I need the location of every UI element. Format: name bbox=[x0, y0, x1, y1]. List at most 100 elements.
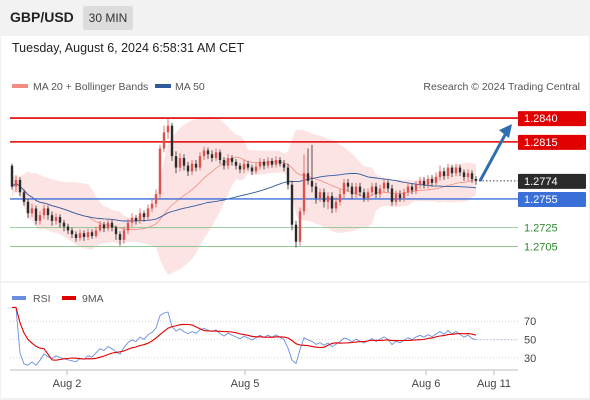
rsi-legend-swatch bbox=[12, 296, 26, 300]
ma20-line bbox=[11, 156, 477, 230]
candle-body bbox=[102, 224, 106, 229]
candle-body bbox=[78, 233, 82, 238]
candle-body bbox=[158, 148, 162, 195]
current-price-label: 1.2774 bbox=[524, 176, 558, 188]
candle-body bbox=[226, 158, 230, 166]
candle-body bbox=[26, 201, 30, 214]
candle-body bbox=[274, 159, 278, 165]
resistance-label: 1.2815 bbox=[524, 137, 558, 149]
candle-body bbox=[94, 230, 98, 237]
candle-body bbox=[86, 232, 90, 238]
candle-body bbox=[202, 150, 206, 157]
candle-body bbox=[166, 125, 170, 133]
rsi-tick-label: 70 bbox=[524, 316, 536, 328]
candle-body bbox=[198, 156, 202, 168]
interval-button[interactable]: 30 MIN bbox=[83, 6, 133, 30]
candle-body bbox=[126, 222, 130, 231]
candle-body bbox=[474, 178, 478, 181]
candle-body bbox=[38, 215, 42, 221]
candle-body bbox=[22, 192, 26, 202]
credit-text: Research © 2024 Trading Central bbox=[423, 81, 580, 93]
candle-body bbox=[190, 163, 194, 172]
candle-body bbox=[390, 188, 394, 202]
rsi-line bbox=[12, 306, 477, 366]
candle-body bbox=[58, 217, 62, 223]
resistance-label-box bbox=[518, 134, 586, 150]
candle-body bbox=[286, 167, 290, 185]
candle-body bbox=[262, 161, 266, 166]
candle-body bbox=[442, 171, 446, 177]
instrument-title: GBP/USD bbox=[10, 9, 74, 25]
candle-body bbox=[290, 184, 294, 225]
candle-body bbox=[434, 177, 438, 183]
candle-body bbox=[298, 211, 302, 242]
candle-body bbox=[466, 173, 470, 178]
current-price-box bbox=[518, 173, 586, 189]
minor-level-label: 1.2725 bbox=[524, 223, 558, 235]
candle-body bbox=[134, 218, 138, 221]
candle-body bbox=[306, 173, 310, 181]
candle-body bbox=[238, 165, 242, 170]
candle-body bbox=[214, 152, 218, 159]
candle-body bbox=[218, 152, 222, 160]
candle-body bbox=[178, 158, 182, 168]
candle-body bbox=[10, 165, 14, 187]
rsi-grid-group: 70 50 30 bbox=[10, 316, 536, 365]
candle-body bbox=[450, 167, 454, 174]
candle-body bbox=[458, 167, 462, 173]
candle-body bbox=[374, 186, 378, 195]
candle-body bbox=[462, 172, 466, 178]
candle-body bbox=[422, 180, 426, 185]
candle-body bbox=[30, 208, 34, 214]
candle-body bbox=[382, 182, 386, 189]
candle-body bbox=[314, 186, 318, 199]
candle-body bbox=[54, 217, 58, 221]
candle-body bbox=[130, 218, 134, 223]
candle-body bbox=[122, 230, 126, 240]
candle-body bbox=[302, 173, 306, 212]
candle-body bbox=[326, 196, 330, 202]
candle-body bbox=[322, 192, 326, 202]
bb-legend-swatch bbox=[12, 84, 28, 88]
candle-body bbox=[182, 158, 186, 166]
candle-body bbox=[330, 196, 334, 209]
candle-body bbox=[402, 192, 406, 199]
forecast-arrow-shaft bbox=[478, 132, 508, 182]
candle-body bbox=[206, 150, 210, 155]
timestamp-label: Tuesday, August 6, 2024 6:58:31 AM CET bbox=[12, 41, 245, 55]
candle-body bbox=[34, 208, 38, 221]
candle-body bbox=[66, 226, 70, 231]
candle-body bbox=[74, 234, 78, 238]
candle-body bbox=[242, 163, 246, 170]
candle-body bbox=[118, 234, 122, 240]
candle-body bbox=[250, 167, 254, 172]
candle-body bbox=[70, 230, 74, 235]
ma50-legend-swatch bbox=[155, 84, 171, 88]
candle-body bbox=[410, 186, 414, 191]
candle-body bbox=[230, 158, 234, 162]
candle-body bbox=[394, 194, 398, 202]
candle-body bbox=[254, 166, 258, 172]
candle-body bbox=[446, 167, 450, 177]
bollinger-band-area bbox=[11, 116, 477, 275]
candle-body bbox=[342, 182, 346, 195]
candle-body bbox=[142, 213, 146, 218]
x-tick-label: Aug 5 bbox=[231, 378, 260, 390]
candle-body bbox=[414, 184, 418, 191]
candle-body bbox=[234, 161, 238, 166]
candle-body bbox=[170, 125, 174, 157]
candle-body bbox=[426, 178, 430, 185]
candle-body bbox=[62, 222, 66, 227]
candle-body bbox=[82, 233, 86, 238]
candle-body bbox=[50, 215, 54, 221]
bollinger-fill bbox=[12, 116, 476, 275]
resistance-label-box bbox=[518, 111, 586, 127]
candle-body bbox=[162, 132, 166, 149]
candle-body bbox=[90, 232, 94, 237]
candle-body bbox=[278, 159, 282, 164]
candle-body bbox=[246, 163, 250, 168]
candle-body bbox=[346, 182, 350, 187]
rsi-lines-group bbox=[12, 306, 518, 366]
bb-legend-label: MA 20 + Bollinger Bands bbox=[33, 81, 148, 93]
